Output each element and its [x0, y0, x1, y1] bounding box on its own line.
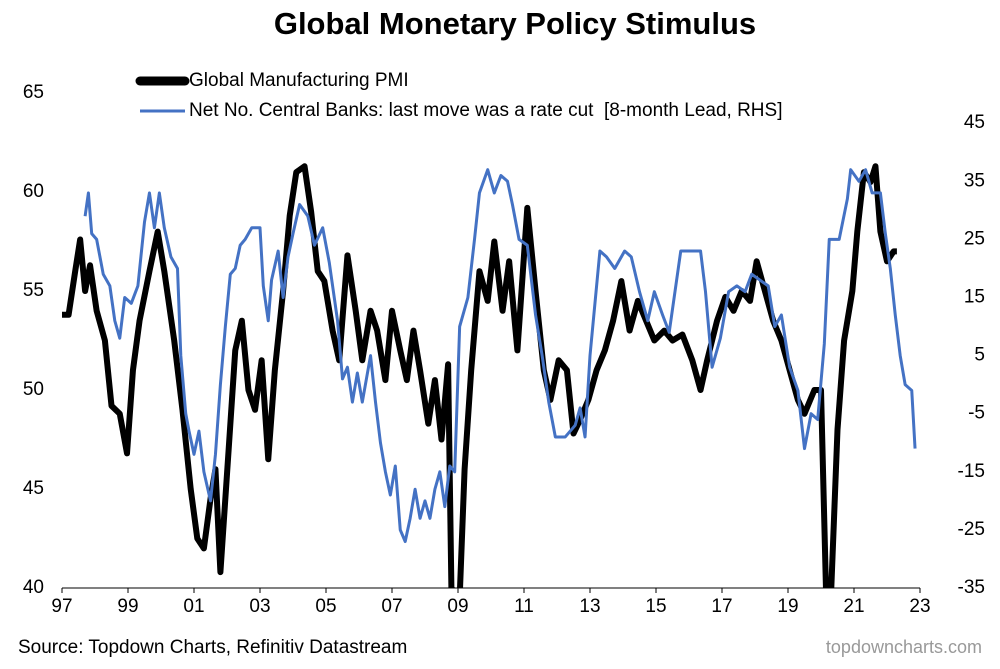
- y2-tick-label: -15: [958, 461, 985, 482]
- y2-tick-label: 25: [964, 228, 985, 249]
- y-tick-label: 65: [23, 82, 44, 103]
- legend-label: Global Manufacturing PMI: [189, 70, 409, 91]
- series-line: [62, 163, 897, 588]
- y2-tick-label: -25: [958, 519, 985, 540]
- x-tick-label: 01: [183, 596, 204, 617]
- legend-label: Net No. Central Banks: last move was a r…: [189, 100, 782, 121]
- x-tick-label: 23: [909, 596, 930, 617]
- y2-tick-label: 5: [974, 345, 985, 366]
- x-tick-label: 13: [579, 596, 600, 617]
- x-tick-label: 15: [645, 596, 666, 617]
- y-tick-label: 60: [23, 181, 44, 202]
- x-tick-label: 17: [711, 596, 732, 617]
- y2-tick-label: 45: [964, 112, 985, 133]
- x-tick-label: 05: [315, 596, 336, 617]
- y-tick-label: 45: [23, 478, 44, 499]
- y2-tick-label: -35: [958, 577, 985, 598]
- y-tick-label: 55: [23, 280, 44, 301]
- x-tick-label: 97: [51, 596, 72, 617]
- x-tick-label: 09: [447, 596, 468, 617]
- x-tick-label: 19: [777, 596, 798, 617]
- y-tick-label: 50: [23, 379, 44, 400]
- x-tick-label: 21: [843, 596, 864, 617]
- watermark: topdowncharts.com: [826, 637, 982, 657]
- y2-tick-label: 15: [964, 287, 985, 308]
- y-tick-label: 40: [23, 577, 44, 598]
- x-tick-label: 99: [117, 596, 138, 617]
- series-line: [83, 168, 917, 544]
- source-note: Source: Topdown Charts, Refinitiv Datast…: [18, 637, 407, 658]
- chart-title: Global Monetary Policy Stimulus: [274, 6, 756, 41]
- y2-tick-label: 35: [964, 170, 985, 191]
- x-tick-label: 03: [249, 596, 270, 617]
- x-tick-label: 11: [514, 596, 534, 617]
- x-tick-label: 07: [381, 596, 402, 617]
- y2-tick-label: -5: [968, 403, 985, 424]
